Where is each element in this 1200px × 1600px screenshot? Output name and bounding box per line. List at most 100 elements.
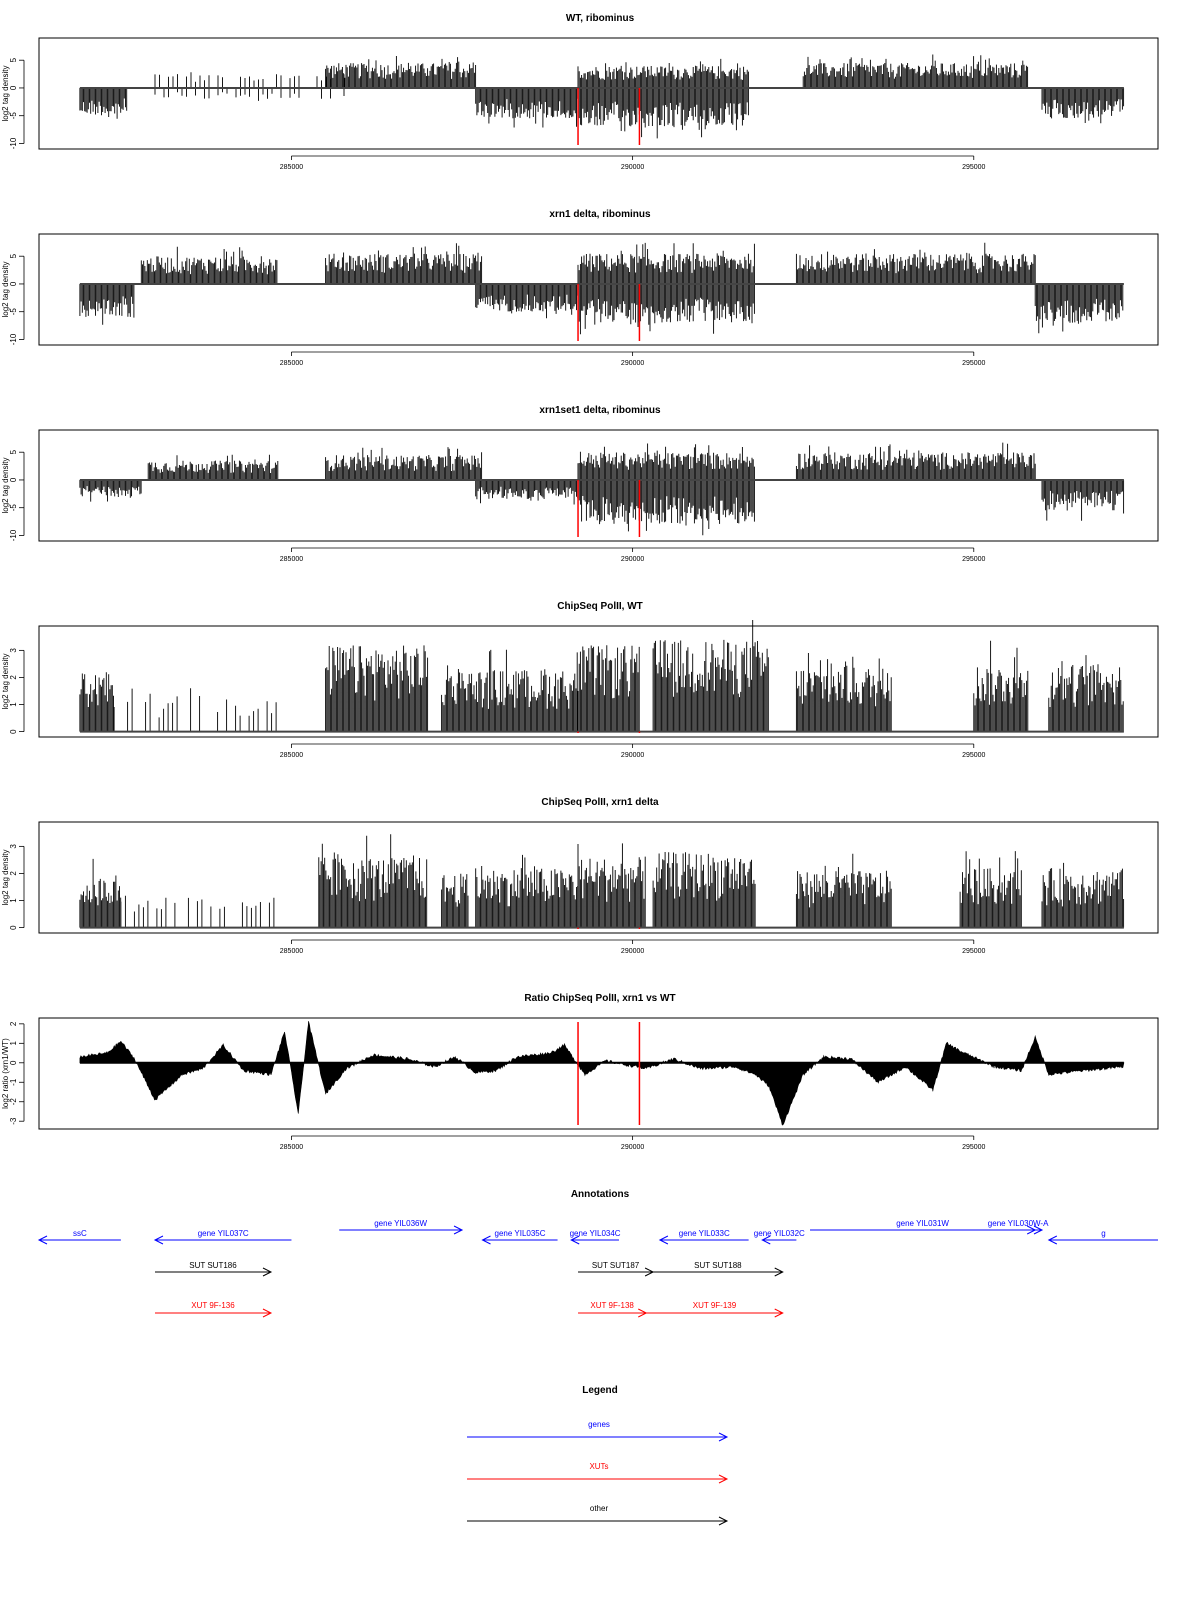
legend-item-arrowhead — [718, 1516, 729, 1526]
y-tick-label: 5 — [9, 253, 18, 258]
x-tick-label: 295000 — [962, 1144, 985, 1151]
y-tick-label: -3 — [9, 1117, 18, 1125]
x-tick-label: 295000 — [962, 556, 985, 563]
x-tick-label: 290000 — [621, 1144, 644, 1151]
legend-title: Legend — [582, 1385, 618, 1396]
sut-annotation-arrowhead — [774, 1267, 784, 1277]
y-axis-label: log2 tag density — [1, 457, 10, 513]
gene-annotation-label: gene YIL032C — [754, 1229, 805, 1238]
y-tick-label: -10 — [9, 137, 18, 149]
x-tick-label: 285000 — [280, 164, 303, 171]
x-tick-label: 285000 — [280, 1144, 303, 1151]
y-tick-label: 0 — [9, 1060, 18, 1065]
legend-item-label: XUTs — [589, 1462, 608, 1471]
chart-title: xrn1set1 delta, ribominus — [539, 405, 661, 416]
y-axis-label: log2 tag density — [1, 65, 10, 121]
gene-annotation-arrowhead — [37, 1235, 48, 1245]
gene-annotation-arrowhead — [570, 1235, 580, 1245]
sut-annotation-arrowhead — [644, 1267, 655, 1277]
legend-item-arrowhead — [718, 1432, 729, 1442]
y-tick-label: 0 — [9, 729, 18, 734]
y-tick-label: -5 — [9, 112, 18, 120]
chart-title: ChipSeq PolII, xrn1 delta — [541, 797, 659, 808]
x-tick-label: 290000 — [621, 752, 644, 759]
gene-annotation-label: gene YIL036W — [374, 1219, 427, 1228]
gene-annotation-label: ssC — [73, 1229, 87, 1238]
gene-annotation-arrowhead — [1033, 1225, 1044, 1235]
gene-annotation-arrowhead — [1047, 1235, 1058, 1245]
y-tick-label: 0 — [9, 477, 18, 482]
x-tick-label: 285000 — [280, 752, 303, 759]
y-tick-label: 3 — [9, 648, 18, 653]
data-bars — [79, 442, 1125, 536]
xut-annotation-label: XUT 9F-139 — [693, 1301, 737, 1310]
gene-annotation-label: g — [1101, 1229, 1105, 1238]
gene-annotation-arrowhead — [761, 1235, 771, 1245]
gene-annotation-arrowhead — [153, 1235, 164, 1245]
plot-frame — [38, 1017, 1159, 1130]
gene-annotation-arrowhead — [453, 1225, 464, 1235]
plot-frame — [38, 37, 1159, 150]
x-tick-label: 285000 — [280, 556, 303, 563]
y-tick-label: 0 — [9, 281, 18, 286]
x-tick-label: 290000 — [621, 164, 644, 171]
x-tick-label: 295000 — [962, 752, 985, 759]
gene-annotation-label: gene YIL033C — [679, 1229, 730, 1238]
x-tick-label: 290000 — [621, 360, 644, 367]
chart-panel: xrn1set1 delta, ribominus -10 -5 0 5 log2 tag… — [1, 405, 1159, 563]
x-tick-label: 295000 — [962, 360, 985, 367]
data-bars — [79, 834, 1125, 928]
sut-annotation-label: SUT SUT188 — [694, 1261, 742, 1270]
chart-panel: xrn1 delta, ribominus -10 -5 0 5 log2 tag den… — [1, 209, 1159, 367]
x-tick-label: 295000 — [962, 164, 985, 171]
sut-annotation-arrowhead — [262, 1267, 273, 1277]
y-tick-label: -5 — [9, 504, 18, 512]
legend-item-label: other — [590, 1504, 609, 1513]
chart-title: ChipSeq PolII, WT — [557, 601, 643, 612]
gene-annotation-label: gene YIL035C — [495, 1229, 546, 1238]
y-tick-label: 1 — [9, 898, 18, 903]
chart-panel: WT, ribominus -10 -5 0 5 log2 tag density 2850… — [1, 13, 1159, 171]
gene-annotation-arrowhead — [481, 1235, 491, 1245]
y-tick-label: -10 — [9, 333, 18, 345]
gene-annotation-label: gene YIL037C — [198, 1229, 249, 1238]
data-bars — [79, 620, 1124, 732]
y-tick-label: 5 — [9, 449, 18, 454]
y-axis-label: log2 tag density — [1, 849, 10, 905]
gene-annotation-label: gene YIL031W — [896, 1219, 949, 1228]
annotations-panel: Annotations ssC gene YIL037C gene YIL036W ge… — [37, 1189, 1158, 1318]
data-bars — [79, 242, 1124, 335]
data-bars — [79, 54, 1125, 139]
y-tick-label: -2 — [9, 1098, 18, 1106]
y-tick-label: 0 — [9, 925, 18, 930]
y-tick-label: -1 — [9, 1078, 18, 1086]
chart-title: Ratio ChipSeq PolII, xrn1 vs WT — [524, 993, 675, 1004]
y-tick-label: 0 — [9, 85, 18, 90]
y-tick-label: 2 — [9, 675, 18, 680]
xut-annotation-arrowhead — [638, 1308, 648, 1318]
xut-annotation-label: XUT 9F-138 — [590, 1301, 634, 1310]
y-tick-label: 1 — [9, 1041, 18, 1046]
xut-annotation-arrowhead — [262, 1308, 273, 1318]
plot-frame — [38, 821, 1159, 934]
chart-title: xrn1 delta, ribominus — [549, 209, 651, 220]
sut-annotation-label: SUT SUT187 — [592, 1261, 640, 1270]
chart-panel: Ratio ChipSeq PolII, xrn1 vs WT -3 -2 -1 0 1 2… — [1, 993, 1159, 1151]
y-tick-label: 2 — [9, 871, 18, 876]
y-tick-label: -10 — [9, 529, 18, 541]
x-tick-label: 290000 — [621, 556, 644, 563]
x-tick-label: 285000 — [280, 948, 303, 955]
gene-annotation-label: gene YIL030W-A — [988, 1219, 1049, 1228]
y-tick-label: 5 — [9, 57, 18, 62]
legend-item-label: genes — [588, 1420, 610, 1429]
ratio-area — [79, 1021, 1125, 1126]
y-tick-label: 1 — [9, 702, 18, 707]
chart-title: WT, ribominus — [566, 13, 635, 24]
y-tick-label: -5 — [9, 308, 18, 316]
y-tick-label: 2 — [9, 1021, 18, 1026]
plot-frame — [38, 429, 1159, 542]
legend-item-arrowhead — [718, 1474, 729, 1484]
